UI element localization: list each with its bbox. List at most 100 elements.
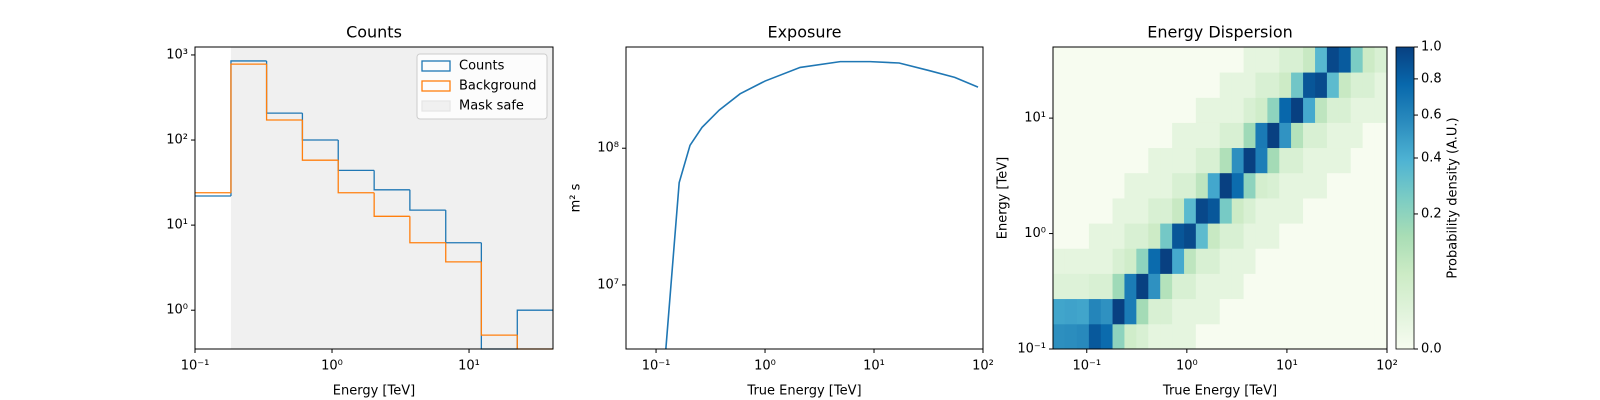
heatmap-cell	[1064, 72, 1078, 98]
heatmap-cell	[1231, 273, 1244, 300]
heatmap-cell	[1195, 172, 1209, 199]
heatmap-cell	[1279, 248, 1292, 274]
heatmap-cell	[1148, 248, 1161, 274]
legend-swatch	[421, 60, 451, 72]
heatmap-cell	[1100, 172, 1113, 199]
heatmap-cell	[1136, 323, 1149, 350]
y-tick-label: 10²	[166, 133, 188, 148]
heatmap-cell	[1303, 72, 1316, 98]
heatmap-cell	[1219, 223, 1233, 249]
heatmap-cell	[1064, 172, 1078, 199]
heatmap-cell	[1136, 248, 1149, 274]
colorbar-label: Probability density (A.U.)	[1446, 117, 1461, 278]
heatmap-cell	[1279, 147, 1292, 174]
heatmap-cell	[1207, 72, 1221, 98]
heatmap-cell	[1148, 72, 1161, 98]
heatmap-cell	[1255, 248, 1268, 274]
heatmap-cell	[1124, 298, 1137, 325]
heatmap-cell	[1350, 97, 1364, 123]
y-tick-label: 10¹	[166, 218, 188, 233]
heatmap-cell	[1148, 298, 1161, 325]
heatmap-cell	[1315, 122, 1328, 149]
heatmap-cell	[1088, 97, 1102, 123]
legend-label: Mask safe	[459, 99, 524, 114]
heatmap-cell	[1326, 223, 1340, 249]
heatmap-cell	[1350, 172, 1364, 199]
heatmap-cell	[1148, 273, 1161, 300]
heatmap-cell	[1243, 72, 1256, 98]
heatmap-cell	[1255, 223, 1268, 249]
heatmap-cell	[1326, 72, 1340, 98]
heatmap-cell	[1291, 273, 1304, 300]
heatmap-cell	[1053, 223, 1066, 249]
heatmap-cell	[1243, 223, 1256, 249]
heatmap-cell	[1184, 47, 1197, 73]
heatmap-cell	[1303, 122, 1316, 149]
heatmap-cell	[1112, 147, 1125, 174]
heatmap-cell	[1243, 323, 1256, 350]
x-tick-label: 10⁻¹	[181, 359, 210, 374]
heatmap-cell	[1243, 172, 1256, 199]
heatmap-cell	[1279, 122, 1292, 149]
heatmap-cell	[1362, 122, 1376, 149]
heatmap-cell	[1160, 172, 1173, 199]
heatmap-cell	[1172, 47, 1185, 73]
heatmap-cell	[1088, 122, 1102, 149]
heatmap-cell	[1231, 323, 1244, 350]
heatmap-cell	[1088, 72, 1102, 98]
heatmap-cell	[1184, 223, 1197, 249]
legend-swatch	[421, 80, 451, 92]
heatmap-cell	[1148, 223, 1161, 249]
heatmap-cell	[1219, 147, 1233, 174]
heatmap-cell	[1291, 223, 1304, 249]
heatmap-cell	[1160, 323, 1173, 350]
heatmap-cell	[1315, 273, 1328, 300]
heatmap-cell	[1243, 147, 1256, 174]
heatmap-cell	[1362, 72, 1376, 98]
heatmap-cell	[1172, 122, 1185, 149]
heatmap-cell	[1374, 223, 1388, 249]
heatmap-cell	[1076, 72, 1090, 98]
heatmap-cell	[1303, 323, 1316, 350]
legend-label: Counts	[459, 59, 505, 74]
histogram-step	[373, 192, 410, 217]
heatmap-cell	[1231, 122, 1244, 149]
heatmap-cell	[1267, 323, 1280, 350]
heatmap-cell	[1160, 223, 1173, 249]
x-tick-label: 10⁻¹	[1072, 359, 1101, 374]
heatmap-cell	[1124, 97, 1137, 123]
heatmap-cell	[1362, 47, 1376, 73]
heatmap-cell	[1338, 248, 1352, 274]
histogram-step	[301, 119, 339, 161]
heatmap-cell	[1112, 47, 1125, 73]
heatmap-cell	[1195, 97, 1209, 123]
heatmap-cell	[1136, 97, 1149, 123]
heatmap-cell	[1315, 72, 1328, 98]
heatmap-cell	[1315, 172, 1328, 199]
heatmap-cell	[1362, 147, 1376, 174]
heatmap-cell	[1172, 147, 1185, 174]
heatmap-cell	[1326, 147, 1340, 174]
heatmap-cell	[1219, 122, 1233, 149]
heatmap-cell	[1100, 47, 1113, 73]
heatmap-cell	[1267, 97, 1280, 123]
heatmap-cell	[1088, 47, 1102, 73]
heatmap-cell	[1374, 147, 1388, 174]
heatmap-cell	[1291, 172, 1304, 199]
heatmap-cell	[1172, 323, 1185, 350]
heatmap-cell	[1350, 323, 1364, 350]
heatmap-cell	[1315, 147, 1328, 174]
heatmap-cell	[1374, 198, 1388, 224]
x-tick-label: 10⁰	[1176, 359, 1198, 374]
heatmap-cell	[1303, 198, 1316, 224]
heatmap-cell	[1231, 97, 1244, 123]
heatmap-cell	[1124, 273, 1137, 300]
heatmap-cell	[1231, 248, 1244, 274]
x-tick-label: 10¹	[1276, 359, 1298, 374]
heatmap-cell	[1362, 223, 1376, 249]
heatmap-cell	[1243, 248, 1256, 274]
heatmap-cell	[1338, 147, 1352, 174]
heatmap-cell	[1160, 248, 1173, 274]
heatmap-cell	[1362, 323, 1376, 350]
heatmap-cell	[1267, 47, 1280, 73]
